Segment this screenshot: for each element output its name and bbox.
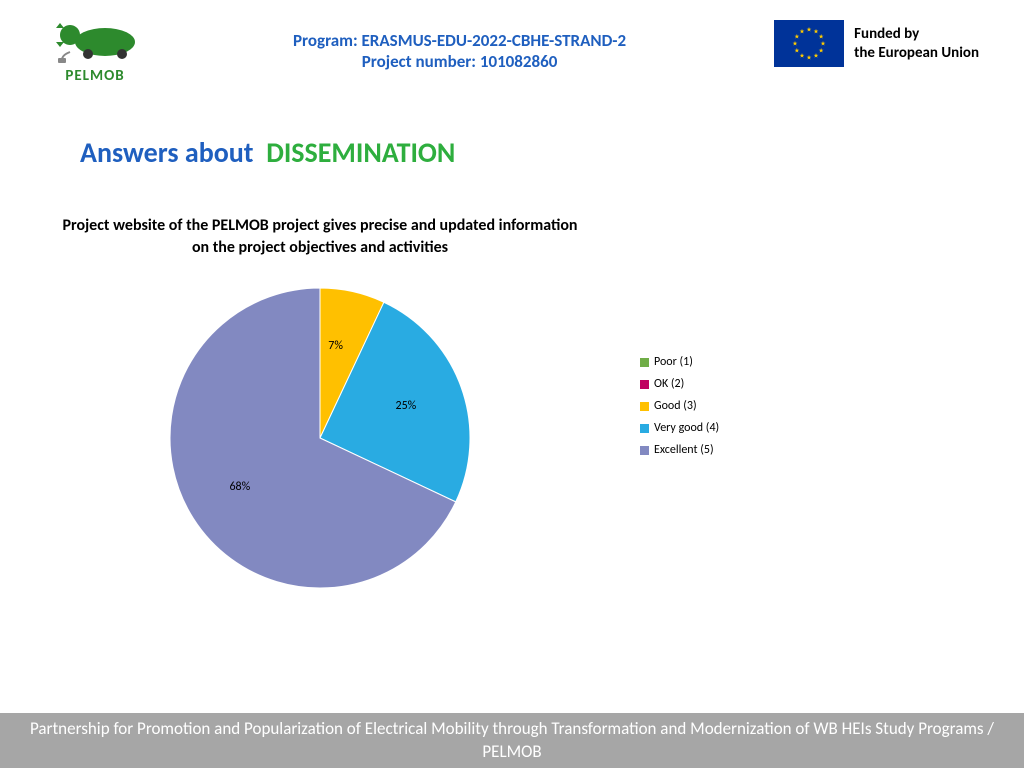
- slide-title: Answers about DISSEMINATION: [0, 85, 1024, 170]
- eu-funding-text: Funded by the European Union: [854, 25, 979, 63]
- legend-swatch-ok: [640, 380, 649, 389]
- chart-title: Project website of the PELMOB project gi…: [0, 215, 640, 258]
- legend-item-good: Good (3): [640, 399, 719, 413]
- pie-label-good: 7%: [328, 339, 343, 353]
- eu-flag-icon: [774, 20, 844, 67]
- pie-chart: 7% 25% 68%: [165, 283, 475, 593]
- legend-item-ok: OK (2): [640, 377, 719, 391]
- eu-line1: Funded by: [854, 25, 979, 44]
- chart-section: Project website of the PELMOB project gi…: [0, 170, 1024, 593]
- program-line: Program: ERASMUS-EDU-2022-CBHE-STRAND-2: [145, 30, 774, 51]
- title-part2: DISSEMINATION: [266, 135, 455, 170]
- legend-item-excellent: Excellent (5): [640, 443, 719, 457]
- legend-label-excellent: Excellent (5): [654, 443, 714, 457]
- footer-text: Partnership for Promotion and Populariza…: [30, 718, 994, 762]
- header-center: Program: ERASMUS-EDU-2022-CBHE-STRAND-2 …: [145, 20, 774, 72]
- pelmob-logo: PELMOB: [45, 20, 145, 85]
- legend-swatch-verygood: [640, 424, 649, 433]
- legend-item-verygood: Very good (4): [640, 421, 719, 435]
- legend-label-verygood: Very good (4): [654, 421, 719, 435]
- pie-label-verygood: 25%: [396, 399, 417, 413]
- pelmob-logo-icon: [50, 20, 140, 65]
- project-line: Project number: 101082860: [145, 51, 774, 72]
- legend-label-poor: Poor (1): [654, 355, 693, 369]
- legend-swatch-good: [640, 402, 649, 411]
- header: PELMOB Program: ERASMUS-EDU-2022-CBHE-ST…: [0, 0, 1024, 85]
- chart-area: Project website of the PELMOB project gi…: [0, 215, 640, 593]
- eu-funding-block: Funded by the European Union: [774, 20, 979, 67]
- eu-line2: the European Union: [854, 44, 979, 63]
- footer-bar: Partnership for Promotion and Populariza…: [0, 713, 1024, 768]
- legend-swatch-excellent: [640, 446, 649, 455]
- title-part1: Answers about: [80, 135, 254, 170]
- chart-legend: Poor (1) OK (2) Good (3) Very good (4) Excel…: [640, 215, 719, 593]
- legend-label-ok: OK (2): [654, 377, 684, 391]
- legend-label-good: Good (3): [654, 399, 697, 413]
- pie-label-excellent: 68%: [229, 480, 250, 494]
- pelmob-logo-text: PELMOB: [65, 67, 124, 85]
- legend-item-poor: Poor (1): [640, 355, 719, 369]
- legend-swatch-poor: [640, 358, 649, 367]
